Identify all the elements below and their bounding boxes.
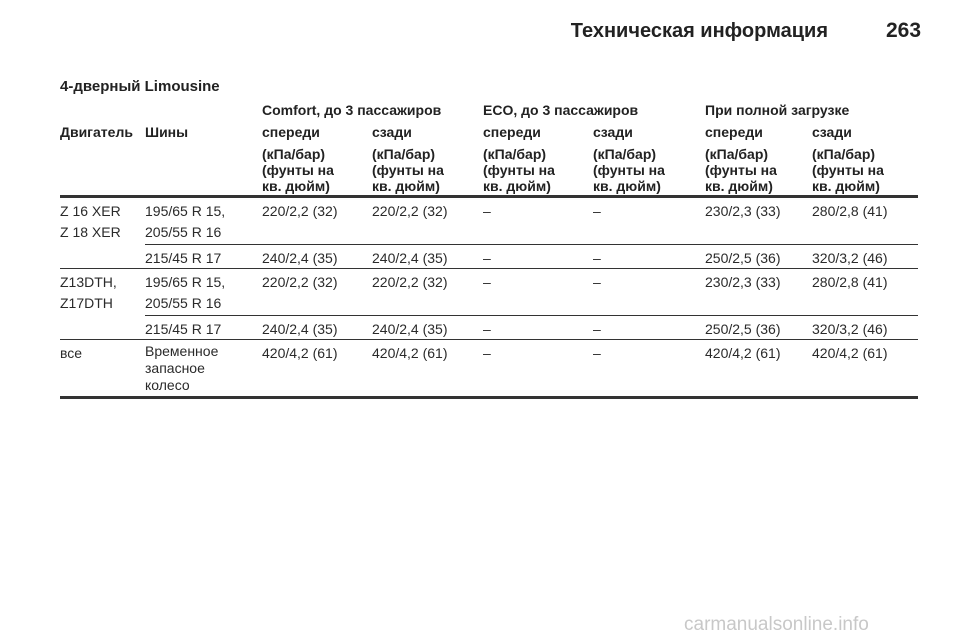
tire-cell: 205/55 R 16: [145, 295, 222, 311]
pressure-cell: 230/2,3 (33): [705, 203, 781, 219]
pressure-cell: 220/2,2 (32): [372, 274, 448, 290]
section-title: 4-дверный Limousine: [60, 78, 220, 95]
pressure-cell: 230/2,3 (33): [705, 274, 781, 290]
group-header: ECO, до 3 пассажиров: [483, 102, 639, 118]
engine-cell: Z13DTH,: [60, 274, 117, 290]
unit-label: кв. дюйм): [705, 178, 773, 194]
engine-cell: Z 16 XER: [60, 203, 121, 219]
pressure-cell: –: [483, 250, 491, 266]
unit-label: (кПа/бар): [812, 146, 876, 162]
pressure-cell: 420/4,2 (61): [372, 345, 448, 361]
row-rule: [60, 339, 918, 340]
pressure-cell: 420/4,2 (61): [705, 345, 781, 361]
pressure-cell: 220/2,2 (32): [262, 203, 338, 219]
tire-cell: запасное: [145, 360, 205, 376]
pressure-cell: –: [483, 321, 491, 337]
column-header: Шины: [145, 124, 189, 140]
pressure-cell: –: [593, 250, 601, 266]
pressure-cell: 320/3,2 (46): [812, 321, 888, 337]
tire-cell: 195/65 R 15,: [145, 274, 226, 290]
column-header: Двигатель: [60, 124, 133, 140]
row-rule: [145, 315, 918, 316]
column-header: спереди: [705, 124, 763, 140]
tire-cell: 215/45 R 17: [145, 321, 222, 337]
tire-cell: колесо: [145, 377, 190, 393]
pressure-cell: –: [593, 345, 601, 361]
tire-cell: 195/65 R 15,: [145, 203, 226, 219]
unit-label: кв. дюйм): [812, 178, 880, 194]
pressure-cell: 240/2,4 (35): [372, 321, 448, 337]
unit-label: (фунты на: [705, 162, 777, 178]
row-rule: [60, 268, 918, 269]
pressure-cell: –: [483, 203, 491, 219]
page-header-title: Техническая информация: [570, 20, 828, 42]
pressure-cell: 220/2,2 (32): [262, 274, 338, 290]
unit-label: (фунты на: [372, 162, 444, 178]
unit-label: (кПа/бар): [372, 146, 436, 162]
unit-label: кв. дюйм): [262, 178, 330, 194]
pressure-cell: 220/2,2 (32): [372, 203, 448, 219]
unit-label: (кПа/бар): [593, 146, 657, 162]
unit-label: (кПа/бар): [483, 146, 547, 162]
column-header: сзади: [593, 124, 633, 140]
column-header: спереди: [483, 124, 541, 140]
unit-label: (фунты на: [483, 162, 555, 178]
header-rule: [60, 195, 918, 198]
pressure-cell: 280/2,8 (41): [812, 203, 888, 219]
pressure-cell: 320/3,2 (46): [812, 250, 888, 266]
pressure-cell: 240/2,4 (35): [262, 250, 338, 266]
pressure-cell: 420/4,2 (61): [262, 345, 338, 361]
watermark: carmanualsonline.info: [684, 614, 869, 635]
unit-label: кв. дюйм): [483, 178, 551, 194]
unit-label: (фунты на: [262, 162, 334, 178]
unit-label: кв. дюйм): [593, 178, 661, 194]
row-rule: [145, 244, 918, 245]
column-header: сзади: [372, 124, 412, 140]
pressure-cell: 250/2,5 (36): [705, 250, 781, 266]
pressure-cell: –: [593, 203, 601, 219]
engine-cell: все: [60, 345, 83, 361]
unit-label: кв. дюйм): [372, 178, 440, 194]
pressure-cell: –: [593, 274, 601, 290]
pressure-cell: 420/4,2 (61): [812, 345, 888, 361]
pressure-cell: 250/2,5 (36): [705, 321, 781, 337]
column-header: спереди: [262, 124, 320, 140]
row-rule: [60, 396, 918, 399]
column-header: сзади: [812, 124, 852, 140]
pressure-cell: –: [483, 274, 491, 290]
pressure-cell: 240/2,4 (35): [262, 321, 338, 337]
engine-cell: Z 18 XER: [60, 224, 121, 240]
tire-cell: 205/55 R 16: [145, 224, 222, 240]
group-header: При полной загрузке: [705, 102, 850, 118]
engine-cell: Z17DTH: [60, 295, 113, 311]
unit-label: (фунты на: [812, 162, 884, 178]
page-number: 263: [886, 19, 922, 42]
pressure-cell: –: [483, 345, 491, 361]
group-header: Comfort, до 3 пассажиров: [262, 102, 442, 118]
unit-label: (кПа/бар): [705, 146, 769, 162]
tire-cell: 215/45 R 17: [145, 250, 222, 266]
tire-cell: Временное: [145, 343, 219, 359]
pressure-cell: –: [593, 321, 601, 337]
pressure-cell: 240/2,4 (35): [372, 250, 448, 266]
pressure-cell: 280/2,8 (41): [812, 274, 888, 290]
unit-label: (фунты на: [593, 162, 665, 178]
unit-label: (кПа/бар): [262, 146, 326, 162]
